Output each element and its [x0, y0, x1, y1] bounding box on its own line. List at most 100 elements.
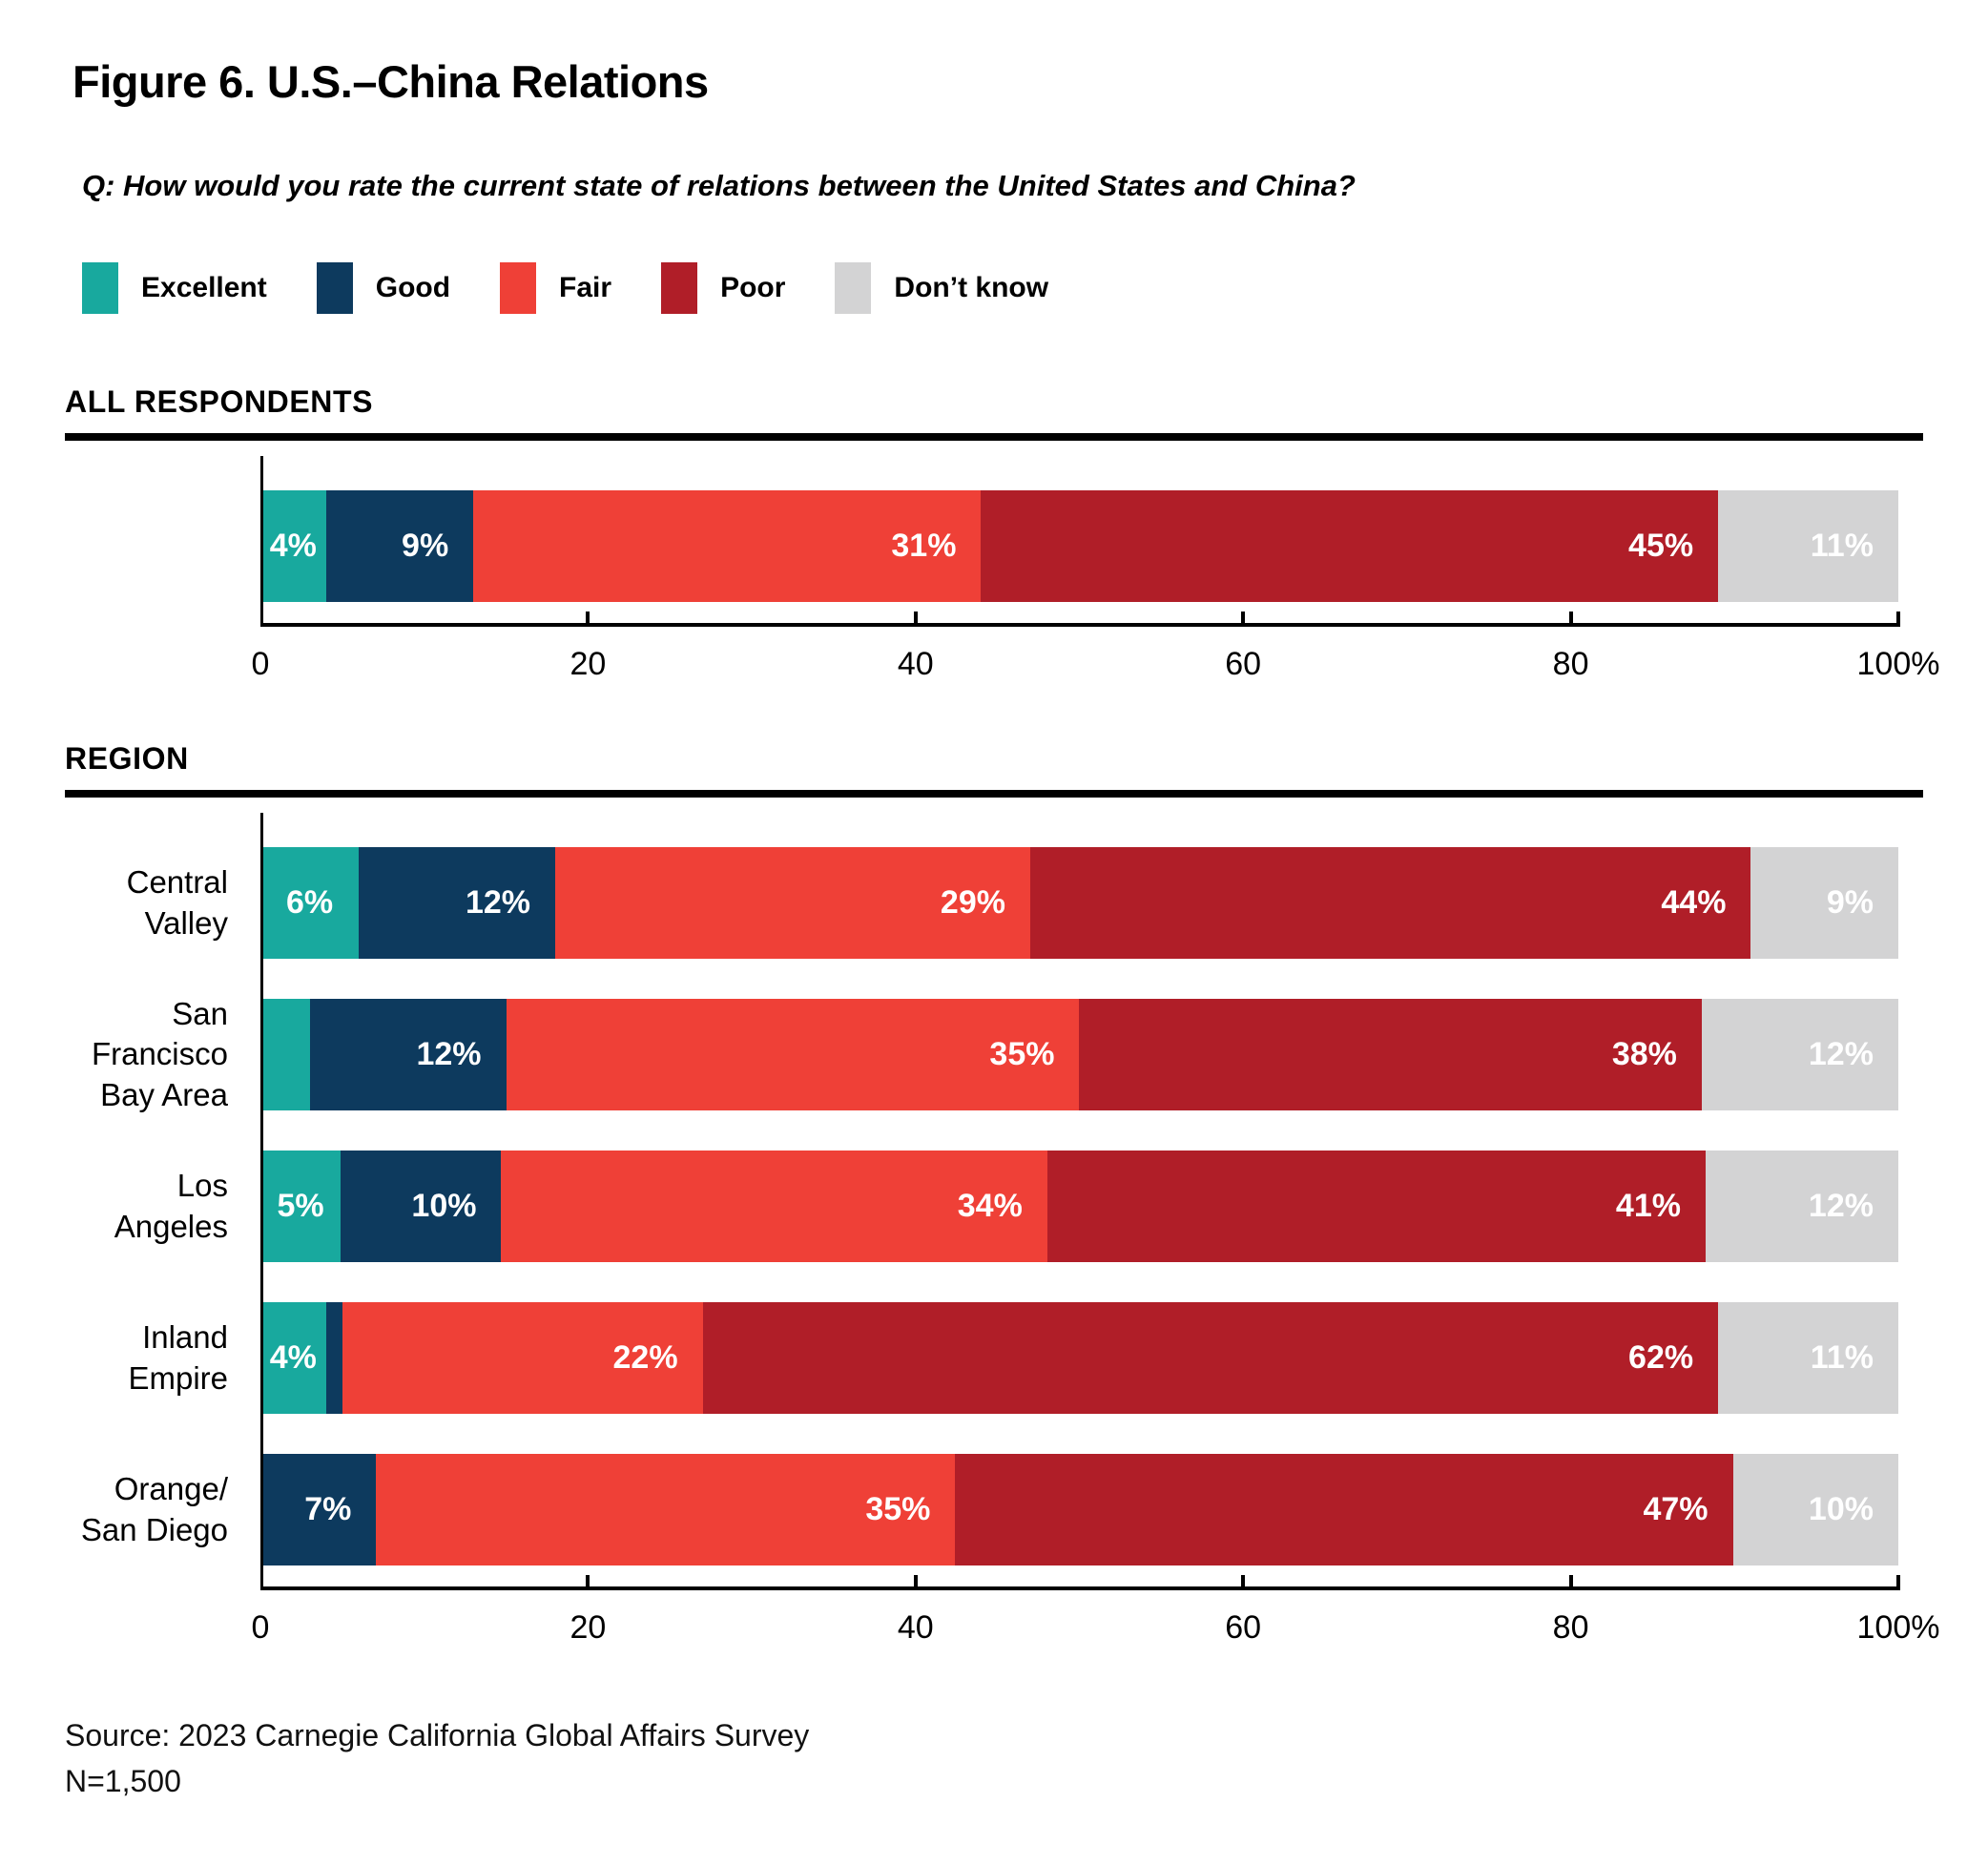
sample-size: N=1,500	[65, 1764, 181, 1798]
axis-tick	[1896, 1575, 1900, 1590]
legend-item-don-t-know: Don’t know	[835, 262, 1048, 314]
axis-tick-label: 40	[897, 1609, 934, 1646]
segment-value-label: 12%	[465, 884, 531, 921]
legend-item-excellent: Excellent	[82, 262, 267, 314]
row-label: Central Valley	[65, 847, 260, 959]
bar-segment-good: 12%	[309, 999, 507, 1110]
axis-tick	[1568, 612, 1573, 627]
stacked-bar: 6% 12% 29% 44% 9%	[260, 847, 1898, 959]
segment-value-label: 4%	[269, 528, 317, 564]
stacked-bar: 7% 35% 47% 10%	[260, 1454, 1898, 1565]
axis-tick	[913, 612, 918, 627]
bar-segment-excellent	[260, 999, 310, 1110]
segment-value-label: 35%	[865, 1491, 931, 1527]
x-axis-tick-labels: 0 20 40 60 80 100%	[252, 1590, 1940, 1651]
stacked-bar: 4% 22% 62% 11%	[260, 1302, 1898, 1414]
bar-segment-poor: 38%	[1079, 999, 1702, 1110]
excellent-swatch-icon	[82, 262, 118, 314]
bar-segment-poor: 41%	[1046, 1151, 1706, 1262]
axis-tick-label: 100%	[1856, 646, 1940, 682]
bar-segment-poor: 62%	[702, 1302, 1719, 1414]
row-label-text: San Francisco Bay Area	[91, 996, 228, 1112]
bar-segment-fair: 31%	[473, 490, 982, 602]
segment-value-label: 9%	[1826, 884, 1874, 921]
legend-label: Excellent	[141, 272, 267, 303]
plot-area: 6% 12% 29% 44% 9% 12% 35% 38% 12% 5% 10% 34% 41% 12% 4…	[252, 813, 1940, 1651]
bar-segment-don-t-know: 11%	[1718, 490, 1898, 602]
axis-tick	[1896, 612, 1900, 627]
row-label: San Francisco Bay Area	[65, 996, 260, 1111]
bar-segment-good: 10%	[341, 1151, 502, 1262]
axis-tick	[586, 1575, 590, 1590]
segment-value-label: 29%	[940, 884, 1005, 921]
section-divider	[65, 790, 1923, 798]
segment-value-label: 9%	[402, 528, 449, 564]
bar-segment-poor: 47%	[955, 1454, 1733, 1565]
segment-value-label: 12%	[1808, 1036, 1874, 1072]
source-note: Source: 2023 Carnegie California Global …	[65, 1712, 1923, 1804]
segment-value-label: 11%	[1810, 1339, 1874, 1376]
figure-title: Figure 6. U.S.–China Relations	[72, 56, 709, 107]
segment-value-label: 45%	[1628, 528, 1694, 564]
y-axis-line	[260, 456, 263, 627]
legend-item-fair: Fair	[500, 262, 611, 314]
row-labels-column: Central Valley San Francisco Bay Area Los A…	[65, 813, 260, 1651]
bar-segment-poor: 44%	[1029, 847, 1751, 959]
stacked-bar-chart-all-respondents: 4% 9% 31% 45% 11% 0 20 40 60 80 100%	[65, 456, 1940, 688]
bar-segment-fair: 35%	[376, 1454, 956, 1565]
bar-segment-don-t-know: 11%	[1718, 1302, 1898, 1414]
bar-segment-excellent: 4%	[260, 1302, 326, 1414]
segment-value-label: 38%	[1611, 1036, 1677, 1072]
legend-label: Fair	[559, 272, 612, 303]
axis-tick	[586, 612, 590, 627]
segment-value-label: 47%	[1643, 1491, 1708, 1527]
axis-tick-label: 80	[1552, 646, 1589, 682]
section-heading-all-respondents: ALL RESPONDENTS	[65, 384, 374, 419]
row-label: Orange/San Diego	[65, 1454, 260, 1565]
stacked-bar: 4% 9% 31% 45% 11%	[260, 490, 1898, 602]
bar-segment-good: 12%	[359, 847, 556, 959]
segment-value-label: 4%	[269, 1339, 317, 1376]
stacked-bar: 5% 10% 34% 41% 12%	[260, 1151, 1898, 1262]
segment-value-label: 35%	[989, 1036, 1055, 1072]
bar-segment-good	[325, 1302, 342, 1414]
segment-value-label: 44%	[1661, 884, 1727, 921]
axis-tick-label: 60	[1225, 646, 1262, 682]
segment-value-label: 31%	[891, 528, 957, 564]
axis-tick-label: 100%	[1856, 1609, 1940, 1646]
good-swatch-icon	[316, 262, 353, 314]
segment-value-label: 10%	[1808, 1491, 1874, 1527]
bar-segment-excellent: 6%	[260, 847, 360, 959]
axis-tick	[1241, 612, 1246, 627]
legend: Excellent Good Fair Poor Don’t know	[82, 262, 1923, 314]
axis-tick-label: 0	[251, 1609, 270, 1646]
axis-tick-label: 20	[569, 1609, 607, 1646]
axis-tick-label: 20	[569, 646, 607, 682]
bar-segment-fair: 34%	[501, 1151, 1047, 1262]
legend-item-good: Good	[316, 262, 451, 314]
legend-label: Good	[375, 272, 451, 303]
x-axis-tick-labels: 0 20 40 60 80 100%	[252, 627, 1940, 688]
segment-value-label: 6%	[285, 884, 334, 921]
don-t-know-swatch-icon	[835, 262, 872, 314]
section-heading-region: REGION	[65, 741, 189, 776]
axis-tick-label: 0	[251, 646, 270, 682]
bar-segment-don-t-know: 12%	[1705, 1151, 1898, 1262]
axis-tick	[913, 1575, 918, 1590]
axis-tick-label: 40	[897, 646, 934, 682]
row-label-text: Los Angeles	[114, 1168, 228, 1244]
bar-segment-don-t-know: 12%	[1701, 999, 1898, 1110]
row-label	[65, 490, 260, 602]
legend-item-poor: Poor	[661, 262, 785, 314]
legend-label: Don’t know	[894, 272, 1049, 303]
segment-value-label: 34%	[957, 1188, 1023, 1224]
segment-value-label: 7%	[304, 1491, 352, 1527]
survey-question: Q: How would you rate the current state …	[82, 169, 1356, 202]
bar-segment-fair: 35%	[506, 999, 1080, 1110]
axis-tick	[1568, 1575, 1573, 1590]
segment-value-label: 41%	[1615, 1188, 1681, 1224]
x-axis-line	[260, 612, 1900, 627]
row-label-text: Orange/San Diego	[80, 1471, 228, 1547]
stacked-bar: 12% 35% 38% 12%	[260, 999, 1898, 1110]
legend-label: Poor	[720, 272, 786, 303]
